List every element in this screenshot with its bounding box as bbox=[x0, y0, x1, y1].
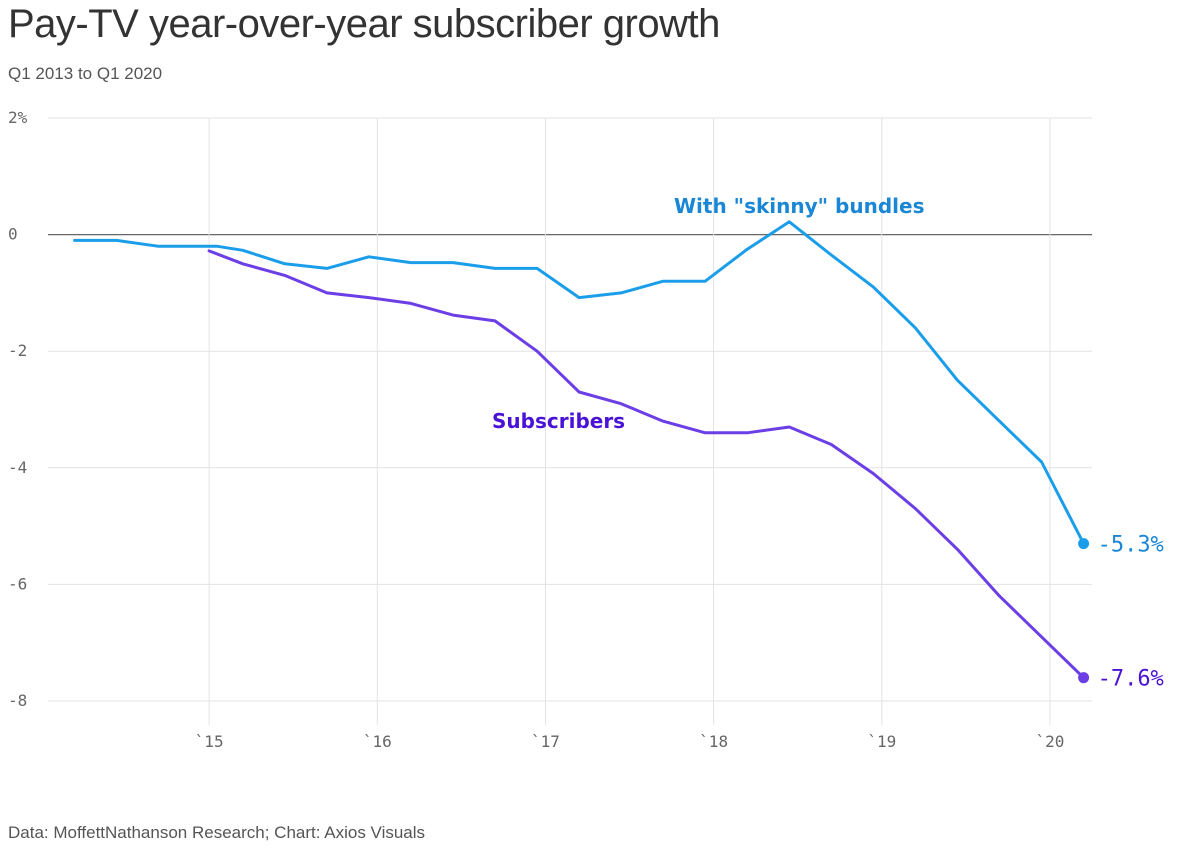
series-line-subscribers bbox=[207, 249, 1086, 680]
chart-subtitle: Q1 2013 to Q1 2020 bbox=[8, 64, 163, 83]
series-label-subscribers: Subscribers bbox=[492, 409, 625, 433]
axes: 2% 0 -2 -4 -6 -8 `15 `16 `17 `18 `19 `20 bbox=[8, 108, 1064, 751]
x-tick-label: `20 bbox=[1036, 732, 1065, 751]
x-tick-label: `15 bbox=[195, 732, 224, 751]
end-point-subscribers bbox=[1078, 672, 1090, 684]
x-tick-label: `16 bbox=[363, 732, 392, 751]
y-tick-label: -2 bbox=[8, 341, 27, 360]
y-tick-label: -4 bbox=[8, 458, 27, 477]
series bbox=[73, 220, 1090, 684]
chart-source: Data: MoffettNathanson Research; Chart: … bbox=[8, 823, 426, 842]
series-line-skinny bbox=[73, 220, 1086, 546]
x-tick-label: `18 bbox=[699, 732, 728, 751]
y-tick-label: 2% bbox=[8, 108, 28, 127]
y-tick-label: 0 bbox=[8, 225, 18, 244]
end-point-skinny bbox=[1078, 538, 1090, 550]
y-tick-label: -6 bbox=[8, 574, 27, 593]
series-label-skinny: With "skinny" bundles bbox=[674, 194, 925, 218]
end-label-skinny: -5.3% bbox=[1098, 533, 1164, 558]
x-tick-label: `19 bbox=[867, 732, 896, 751]
grid bbox=[48, 117, 1092, 725]
x-tick-label: `17 bbox=[531, 732, 560, 751]
end-label-subscribers: -7.6% bbox=[1098, 667, 1164, 692]
chart-title: Pay-TV year-over-year subscriber growth bbox=[8, 2, 720, 46]
labels: -5.3% -7.6% With "skinny" bundles Subscribe… bbox=[492, 194, 1164, 692]
y-tick-label: -8 bbox=[8, 691, 27, 710]
